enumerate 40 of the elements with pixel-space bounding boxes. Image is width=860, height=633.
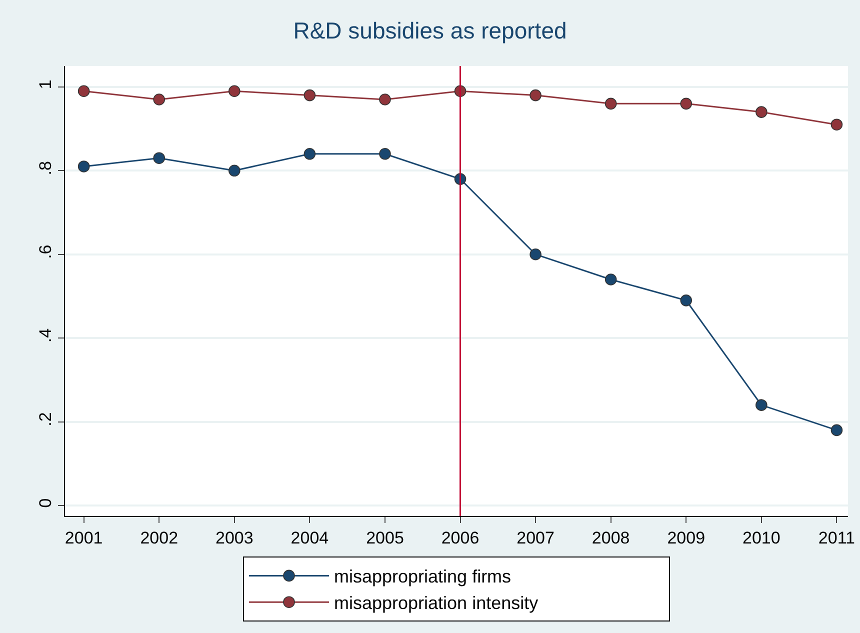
x-tick-label: 2005: [366, 528, 404, 548]
point: [830, 424, 843, 436]
x-tick-label: 2002: [140, 528, 178, 548]
y-tick-label: 1: [36, 80, 56, 90]
y-tick-label: 0: [36, 498, 56, 508]
point: [304, 89, 316, 102]
point: [756, 399, 768, 411]
x-tick-label: 2004: [290, 528, 329, 548]
point: [78, 160, 90, 172]
chart-title: R&D subsidies as reported: [293, 17, 567, 44]
point: [304, 148, 316, 160]
point: [530, 248, 542, 260]
y-tick-label: .8: [36, 161, 56, 176]
x-tick-label: 2011: [818, 528, 855, 548]
point: [228, 85, 240, 98]
point: [379, 148, 391, 160]
y-tick-label: .4: [36, 328, 56, 343]
point: [78, 85, 90, 98]
point: [680, 98, 692, 110]
point: [604, 274, 617, 286]
point: [830, 118, 843, 130]
point: [153, 94, 166, 106]
y-tick-label: .6: [36, 244, 56, 259]
point: [756, 106, 768, 118]
x-tick-label: 2008: [592, 528, 630, 548]
x-tick-label: 2009: [667, 528, 706, 548]
x-tick-label: 2006: [441, 528, 480, 548]
point: [228, 164, 240, 177]
point: [680, 294, 692, 306]
point: [604, 98, 617, 110]
x-tick-label: 2001: [64, 528, 103, 548]
legend-label: misappropriating firms: [334, 566, 512, 587]
point: [379, 94, 391, 106]
point: [530, 89, 542, 102]
legend-label: misappropriation intensity: [334, 593, 538, 614]
x-tick-label: 2003: [215, 528, 254, 548]
y-tick-label: .2: [36, 412, 56, 426]
point: [153, 152, 166, 164]
x-tick-label: 2007: [516, 528, 554, 548]
x-tick-label: 2010: [742, 528, 780, 548]
